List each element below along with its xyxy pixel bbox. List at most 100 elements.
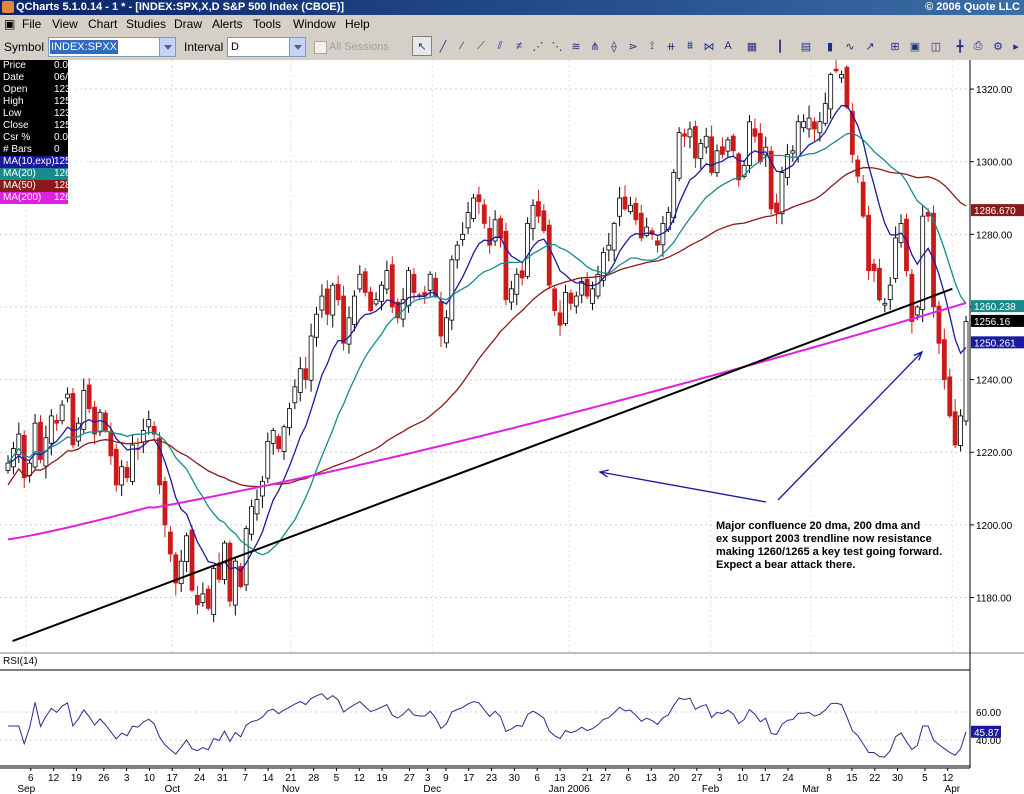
menu-tools[interactable]: Tools	[253, 17, 282, 31]
data-window-row: Close 1256.16	[0, 120, 90, 132]
x-tick-label: 21	[285, 773, 297, 784]
x-tick-label: 3	[425, 773, 431, 784]
elliott-wave-icon[interactable]: ⋈	[703, 40, 715, 53]
fibonacci-arc-icon[interactable]: ⋰	[532, 40, 544, 53]
candle-body	[812, 121, 817, 130]
candle-body	[877, 267, 882, 301]
annotation-note[interactable]: Major confluence 20 dma, 200 dma and ex …	[716, 520, 956, 572]
candle-body	[341, 295, 346, 344]
symbol-label: Symbol	[4, 40, 45, 54]
menu-window[interactable]: Window	[293, 17, 336, 31]
candle-body	[720, 146, 725, 155]
price-label-bg	[971, 314, 1024, 327]
next-icon[interactable]: ▸	[1013, 40, 1019, 53]
candle-body	[855, 159, 861, 177]
candle-body	[259, 480, 265, 497]
x-month-label: Apr	[945, 784, 961, 794]
chart-area[interactable]: 1180.001200.001220.001240.001260.001280.…	[0, 60, 1024, 794]
pointer-tool-icon[interactable]: ↖	[412, 36, 432, 56]
candle-body	[768, 150, 774, 210]
candle-body	[346, 317, 352, 345]
interval-combo[interactable]: D	[227, 37, 306, 57]
data-window-value: 1261.082	[54, 192, 96, 203]
bar-style-icon[interactable]: ┃	[776, 40, 784, 53]
menu-alerts[interactable]: Alerts	[212, 17, 243, 31]
toolbar: Symbol INDEX:SPXX Interval D All Session…	[0, 33, 1024, 61]
candle-body	[633, 202, 639, 221]
menu-view[interactable]: View	[52, 17, 78, 31]
menu-studies[interactable]: Studies	[126, 17, 167, 31]
candle-body	[947, 376, 953, 417]
line-chart-icon[interactable]: ∿	[845, 40, 855, 53]
grid-icon[interactable]: ▤	[800, 40, 812, 53]
menu-help[interactable]: Help	[345, 17, 370, 31]
text-tool-icon[interactable]: A	[724, 40, 732, 52]
copyright-text: © 2006 Quote LLC	[925, 1, 1020, 13]
chart-canvas[interactable]: 1180.001200.001220.001240.001260.001280.…	[0, 60, 1024, 794]
all-sessions-checkbox[interactable]	[314, 41, 327, 54]
trend-icon[interactable]: ↗	[865, 40, 875, 53]
crosshair-icon[interactable]: ╋	[956, 40, 964, 53]
candle-body	[687, 128, 693, 138]
gann-fan-icon[interactable]: ⟠	[611, 40, 617, 53]
candle-body	[844, 66, 850, 108]
candle-body	[281, 426, 287, 452]
data-window-row: # Bars 0	[0, 144, 68, 156]
candle-body	[790, 150, 796, 154]
tirone-levels-icon[interactable]: ⩩	[687, 39, 693, 52]
calculator-icon[interactable]: ▦	[746, 40, 758, 53]
zoom-icon[interactable]: ⊞	[890, 40, 900, 53]
candle-body	[519, 270, 525, 279]
trend-channel-icon[interactable]: ⫽	[497, 39, 503, 52]
data-window-key: MA(50)	[3, 180, 36, 191]
candle-body	[833, 68, 839, 72]
candle-body	[909, 273, 915, 322]
menu-file[interactable]: File	[22, 17, 42, 31]
x-tick-label: 24	[194, 773, 206, 784]
quadrant-lines-icon[interactable]: ⧺	[666, 40, 676, 53]
y-tick-label: 1200.00	[976, 521, 1013, 532]
fibonacci-fan-icon[interactable]: ⋱	[551, 40, 563, 53]
data-window-value: 1250.261	[54, 156, 96, 167]
cycle-lines-icon[interactable]: ⟟	[649, 39, 655, 52]
regression-icon[interactable]: ≋	[571, 40, 581, 53]
data-window-value: 0.00	[54, 60, 74, 71]
candle-body	[270, 430, 276, 444]
layout-icon[interactable]: ▣	[909, 40, 921, 53]
print-icon[interactable]: ⎙	[973, 39, 983, 52]
chevron-down-icon[interactable]	[289, 38, 305, 56]
settings-icon[interactable]: ⚙	[993, 40, 1003, 53]
menu-chart[interactable]: Chart	[88, 17, 118, 31]
data-window-value: 1256.16	[54, 120, 91, 131]
parallel-lines-icon[interactable]: ≠	[515, 40, 523, 52]
candle-body	[195, 594, 200, 606]
candle-body	[563, 292, 568, 324]
data-window-value: 0.0	[54, 132, 68, 143]
extended-line-icon[interactable]: ⟋	[477, 39, 485, 52]
candle-body	[438, 301, 444, 337]
menu-draw[interactable]: Draw	[174, 17, 203, 31]
candle-icon[interactable]: ▮	[826, 40, 834, 53]
data-window-key: Close	[3, 120, 29, 131]
ray-tool-icon[interactable]: ⁄	[461, 40, 463, 52]
symbol-combo[interactable]: INDEX:SPXX	[48, 37, 176, 57]
candle-body	[59, 404, 65, 422]
x-tick-label: 17	[167, 773, 179, 784]
candle-body	[492, 219, 498, 242]
data-window-key: MA(10,exp)	[3, 156, 55, 167]
annotation-arrow-left	[599, 471, 767, 503]
tile-icon[interactable]: ◫	[930, 40, 942, 53]
candle-body	[444, 317, 449, 344]
candle-body	[384, 270, 390, 290]
speed-lines-icon[interactable]: ⋗	[628, 40, 638, 53]
candle-body	[362, 271, 368, 293]
line-tool-icon[interactable]: ╱	[439, 40, 447, 53]
andrews-pitchfork-icon[interactable]: ⋔	[590, 40, 600, 53]
candle-body	[238, 566, 244, 588]
data-window-value: 1286.670	[54, 180, 96, 191]
chevron-down-icon[interactable]	[159, 38, 175, 56]
doc-icon[interactable]: ▣	[4, 17, 16, 31]
x-tick-label: 27	[691, 773, 703, 784]
candle-body	[655, 240, 660, 246]
window-title: QCharts 5.1.0.14 - 1 * - [INDEX:SPX,X,D …	[16, 1, 345, 13]
